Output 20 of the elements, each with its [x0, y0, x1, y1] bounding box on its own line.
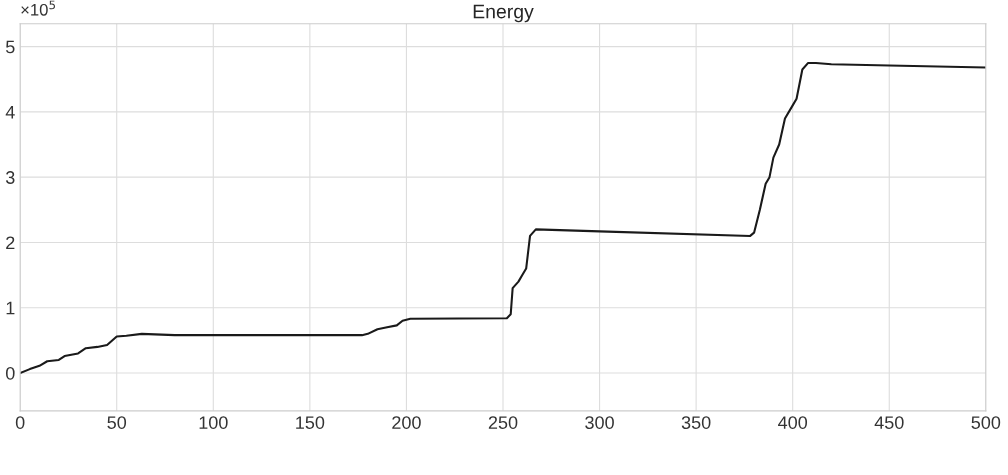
y-tick-label: 1 — [6, 301, 15, 315]
line-series — [20, 61, 986, 375]
x-tick-label: 200 — [392, 416, 421, 429]
x-tick-label: 100 — [199, 416, 228, 429]
x-tick-label: 150 — [296, 416, 325, 429]
x-tick-label: 250 — [488, 416, 518, 429]
y-tick-label: 5 — [5, 40, 15, 54]
y-tick-label: 3 — [5, 171, 15, 184]
x-tick-label: 500 — [971, 416, 1001, 429]
x-tick-label: 400 — [778, 416, 808, 429]
text: ×10$^{5}$ — [21, 0, 55, 16]
x-tick-label: 450 — [874, 416, 904, 429]
x-tick-label: 350 — [681, 416, 711, 429]
x-tick-label: 0 — [15, 416, 25, 429]
chart-title: Energy — [473, 4, 534, 23]
x-tick-label: 50 — [107, 416, 127, 429]
y-tick-label: 2 — [6, 236, 15, 249]
y-tick-label: 0 — [5, 366, 15, 380]
x-tick-label: 300 — [585, 416, 614, 429]
y-tick-label: 4 — [5, 106, 15, 119]
